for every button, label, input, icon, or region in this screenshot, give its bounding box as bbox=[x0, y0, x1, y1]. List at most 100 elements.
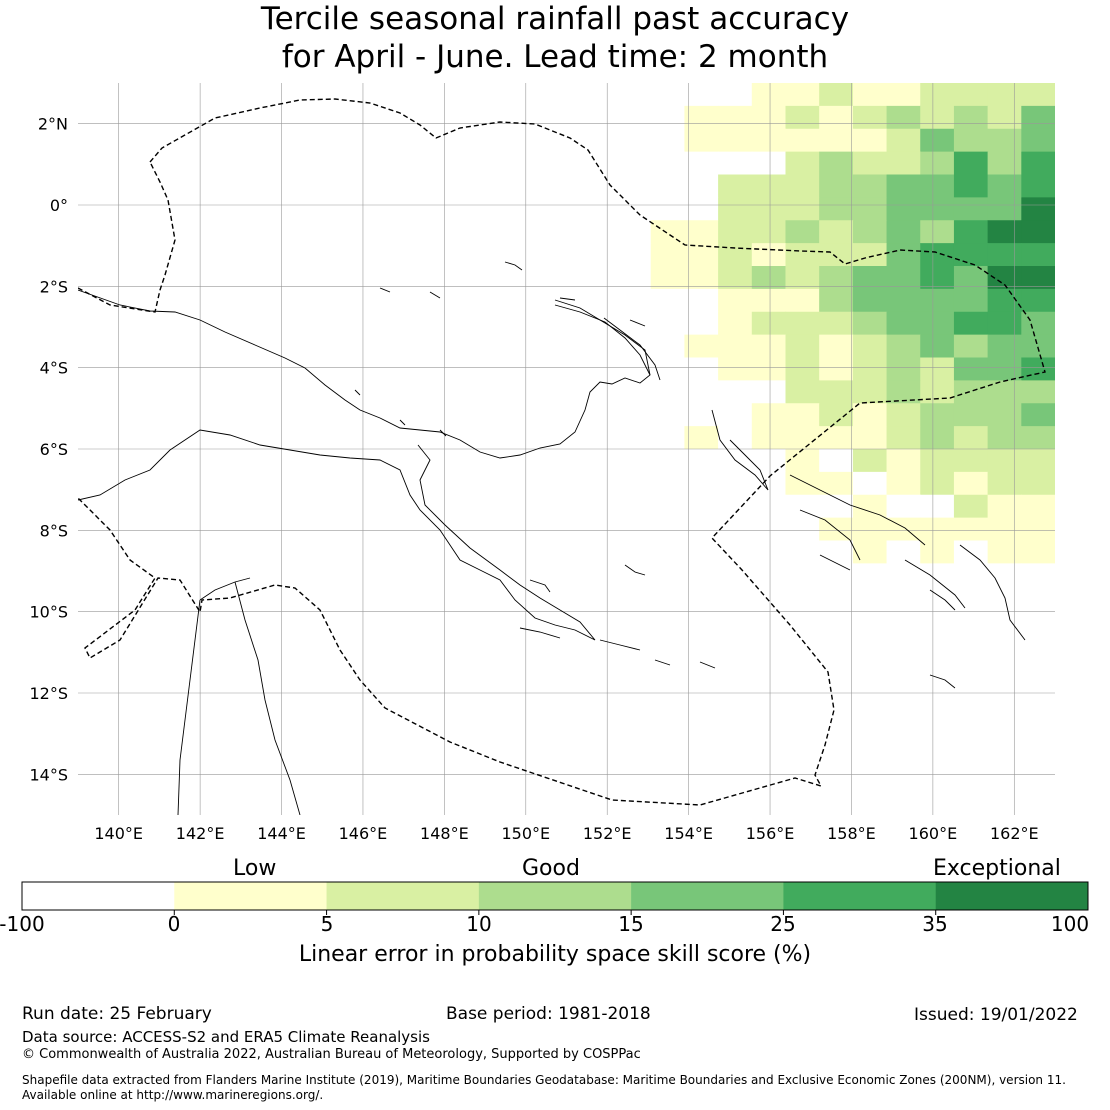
skill-cell bbox=[920, 105, 955, 130]
skill-cell bbox=[381, 243, 416, 267]
skill-cell bbox=[549, 357, 584, 381]
skill-cell bbox=[515, 266, 551, 290]
skill-cell bbox=[280, 586, 315, 610]
skill-cell bbox=[280, 128, 315, 153]
skill-cell bbox=[515, 128, 551, 153]
skill-cell bbox=[886, 517, 921, 542]
skill-cell bbox=[819, 563, 854, 587]
skill-cell bbox=[448, 357, 483, 381]
longitude-label: 144°E bbox=[257, 824, 306, 843]
skill-cell bbox=[718, 494, 753, 519]
skill-cell bbox=[381, 471, 416, 496]
skill-cell bbox=[852, 174, 888, 198]
skill-cell bbox=[212, 677, 248, 702]
skill-cell bbox=[852, 700, 888, 725]
eez-boundaries bbox=[78, 98, 1046, 806]
skill-cell bbox=[347, 334, 382, 359]
skill-cell bbox=[78, 517, 113, 542]
skill-cell bbox=[111, 403, 146, 427]
skill-cell bbox=[1021, 792, 1055, 815]
skill-cell bbox=[1021, 174, 1055, 198]
skill-cell bbox=[650, 334, 686, 359]
skill-cell bbox=[78, 357, 113, 381]
skill-cell bbox=[482, 105, 517, 130]
skill-cell bbox=[78, 403, 113, 427]
skill-cell bbox=[852, 380, 888, 404]
skill-cell bbox=[78, 311, 113, 336]
skill-cell bbox=[347, 311, 382, 336]
skill-cell bbox=[549, 380, 584, 404]
skill-cell bbox=[953, 494, 989, 519]
skill-cell bbox=[684, 563, 719, 587]
skill-cell bbox=[212, 197, 248, 221]
skill-cell bbox=[414, 311, 450, 336]
skill-cell bbox=[246, 769, 281, 793]
skill-cell bbox=[246, 357, 281, 381]
skill-cell bbox=[111, 700, 146, 725]
skill-cell bbox=[111, 334, 146, 359]
skill-cell bbox=[684, 471, 719, 496]
skill-cell bbox=[819, 197, 854, 221]
skill-cell bbox=[78, 769, 113, 793]
skill-cell bbox=[246, 723, 281, 747]
skill-cell bbox=[347, 151, 382, 176]
skill-cell bbox=[650, 243, 686, 267]
skill-cell bbox=[987, 243, 1022, 267]
skill-cell bbox=[482, 494, 517, 519]
skill-cell bbox=[482, 723, 517, 747]
skill-cell bbox=[78, 266, 113, 290]
skill-cell bbox=[1021, 426, 1055, 450]
skill-cell bbox=[617, 243, 652, 267]
skill-cell bbox=[852, 540, 888, 564]
skill-cell bbox=[650, 700, 686, 725]
skill-cell bbox=[751, 357, 787, 381]
skill-cell bbox=[515, 609, 551, 633]
skill-cell bbox=[684, 197, 719, 221]
skill-cell bbox=[549, 426, 584, 450]
skill-cell bbox=[617, 174, 652, 198]
skill-cell bbox=[482, 151, 517, 176]
skill-cell bbox=[1021, 746, 1055, 770]
skill-cell bbox=[515, 426, 551, 450]
eez-boundary-west bbox=[78, 161, 176, 313]
colorbar bbox=[21, 881, 1089, 915]
skill-cell bbox=[414, 288, 450, 313]
skill-cell bbox=[246, 380, 281, 404]
skill-cell bbox=[785, 83, 820, 107]
skill-cell bbox=[617, 700, 652, 725]
skill-cell bbox=[751, 677, 787, 702]
skill-cell bbox=[246, 403, 281, 427]
skill-cell bbox=[953, 151, 989, 176]
skill-cell bbox=[819, 632, 854, 656]
skill-cell bbox=[381, 151, 416, 176]
skill-cell bbox=[111, 449, 146, 473]
skill-cell bbox=[179, 266, 214, 290]
skill-cell bbox=[212, 311, 248, 336]
skill-cell bbox=[953, 174, 989, 198]
skill-cell bbox=[852, 563, 888, 587]
skill-cell bbox=[280, 723, 315, 747]
skill-cell bbox=[751, 105, 787, 130]
skill-cell bbox=[145, 517, 180, 542]
skill-cell bbox=[280, 494, 315, 519]
skill-cell bbox=[785, 471, 820, 496]
skill-cell bbox=[448, 632, 483, 656]
skill-cell bbox=[549, 792, 584, 815]
skill-cell bbox=[953, 563, 989, 587]
skill-cell bbox=[448, 197, 483, 221]
skill-cell bbox=[313, 266, 349, 290]
skill-cell bbox=[448, 288, 483, 313]
skill-cell bbox=[852, 746, 888, 770]
skill-cell bbox=[280, 266, 315, 290]
skill-cell bbox=[920, 586, 955, 610]
skill-cell bbox=[920, 403, 955, 427]
skill-cell bbox=[145, 586, 180, 610]
skill-cell bbox=[684, 311, 719, 336]
skill-cell bbox=[381, 792, 416, 815]
skill-cell bbox=[549, 700, 584, 725]
skill-cell bbox=[583, 563, 618, 587]
skill-cell bbox=[515, 540, 551, 564]
skill-cell bbox=[886, 769, 921, 793]
skill-cell bbox=[819, 426, 854, 450]
